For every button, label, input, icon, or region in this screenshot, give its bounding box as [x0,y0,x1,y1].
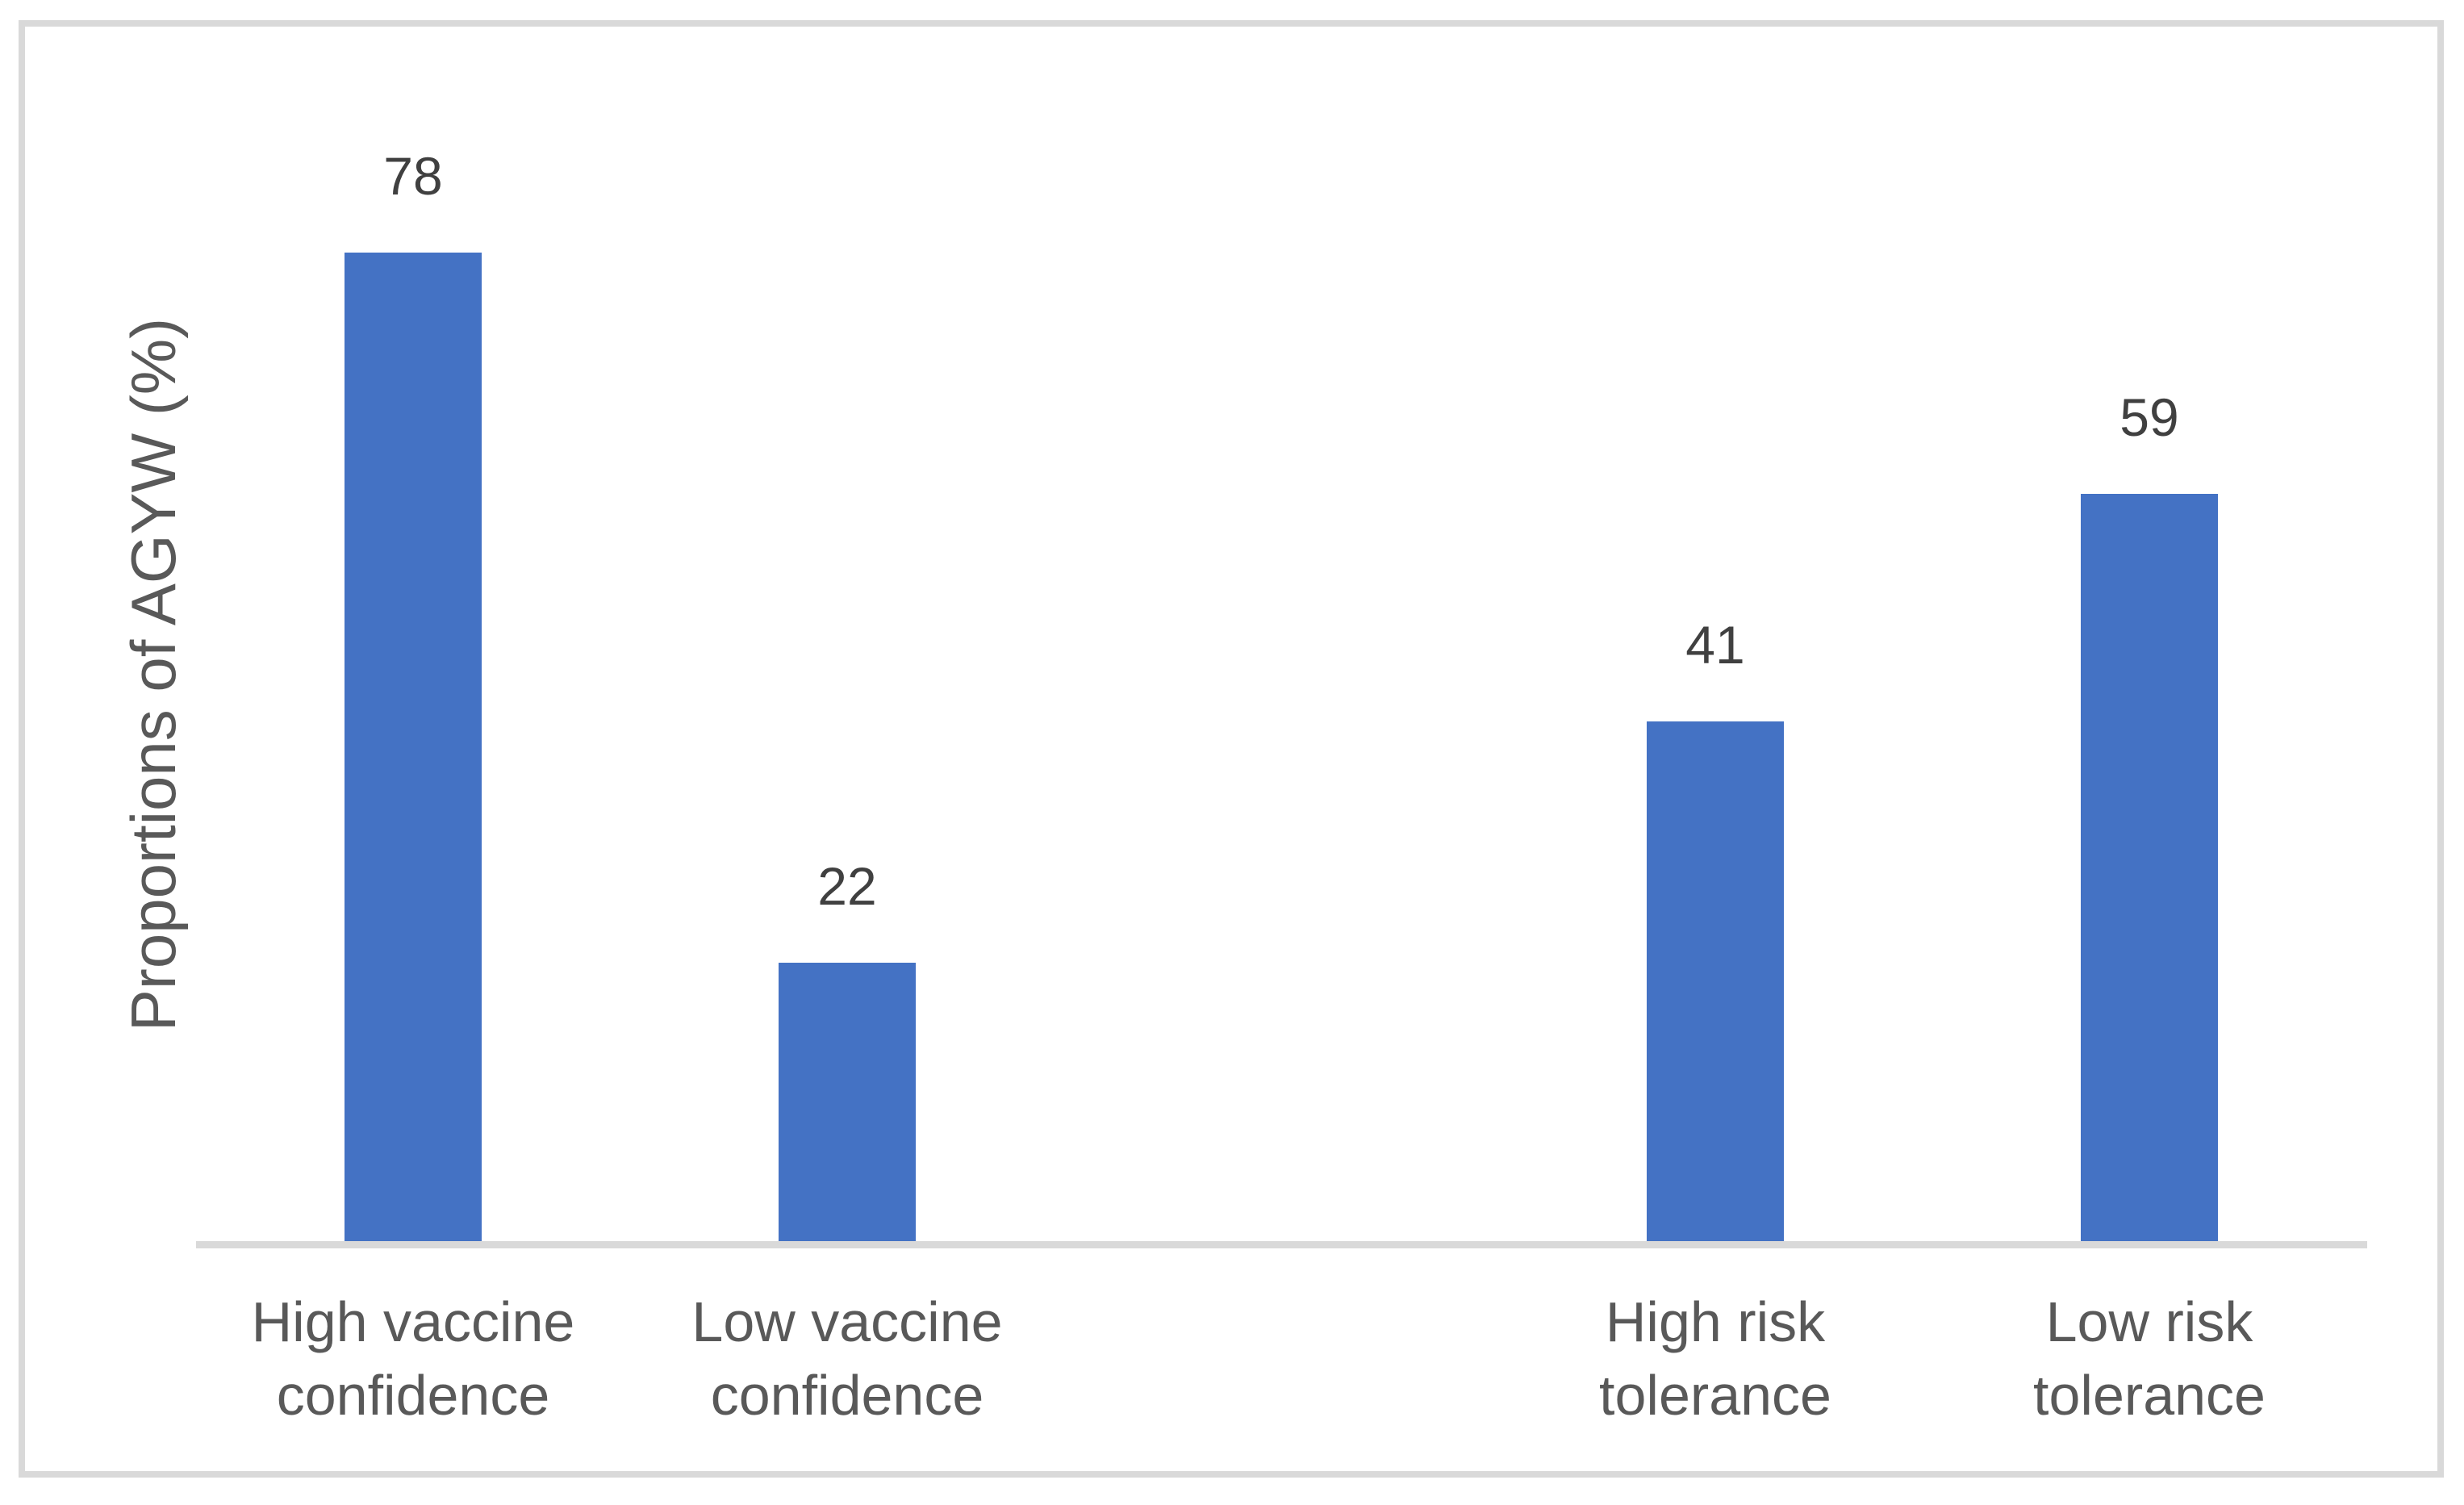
x-axis-category-label: High vaccine confidence [251,1290,575,1427]
bar [779,963,916,1241]
x-axis-category-label: High risk tolerance [1599,1290,1831,1427]
bar-value-label: 41 [1685,615,1745,675]
bar [345,253,482,1241]
x-axis-line [196,1241,2367,1248]
x-axis-category-label: Low vaccine confidence [691,1290,1003,1427]
x-axis-category-label: Low risk tolerance [2033,1290,2266,1427]
bar [1647,721,1784,1241]
bar [2081,494,2218,1241]
bar-value-label: 59 [2119,387,2179,447]
bar-value-label: 78 [383,146,443,206]
bar-value-label: 22 [817,856,877,916]
y-axis-title: Proportions of AGYW (%) [118,317,189,1032]
